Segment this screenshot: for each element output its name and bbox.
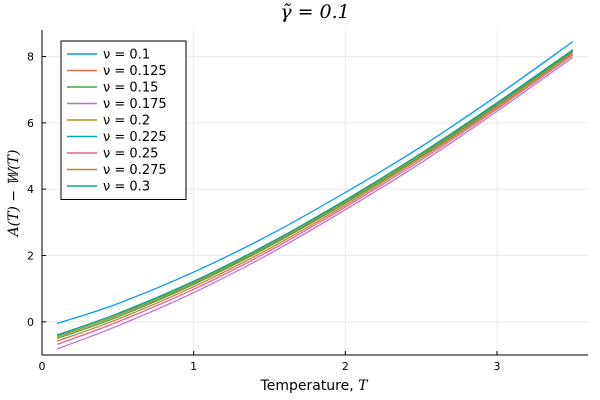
x-tick-labels: 0 1 2 3: [39, 351, 501, 373]
legend-label: ν = 0.3: [103, 180, 150, 195]
legend-label: ν = 0.15: [103, 81, 158, 96]
legend-label: ν = 0.25: [103, 147, 158, 162]
series-line-3: [56, 56, 574, 350]
y-tick-label: 0: [27, 316, 34, 329]
series-line-0: [56, 41, 574, 325]
legend-label: ν = 0.2: [103, 114, 150, 129]
series-line-2: [56, 51, 574, 340]
y-tick-label: 8: [27, 51, 34, 64]
x-axis-label: Temperature, T: [260, 378, 370, 394]
y-axis-label: A(T) − 𝕎(T): [6, 150, 22, 239]
legend-label: ν = 0.125: [103, 64, 167, 79]
legend-label: ν = 0.225: [103, 130, 167, 145]
series-lines: [56, 41, 574, 350]
chart-title: γ̃ = 0.1: [280, 1, 350, 23]
y-tick-label: 2: [27, 250, 34, 263]
x-tick-label: 2: [342, 360, 349, 373]
y-tick-labels: 0 2 4 6 8: [27, 51, 46, 329]
series-line-7: [56, 52, 574, 342]
legend-label: ν = 0.1: [103, 48, 150, 63]
legend: ν = 0.1ν = 0.125 ν = 0.15ν = 0.175 ν = 0.2…: [60, 40, 187, 200]
x-tick-label: 3: [494, 360, 501, 373]
x-tick-label: 1: [190, 360, 197, 373]
x-tick-label: 0: [39, 360, 46, 373]
series-line-4: [56, 50, 574, 338]
y-tick-label: 4: [27, 183, 34, 196]
legend-label: ν = 0.175: [103, 97, 167, 112]
y-tick-label: 6: [27, 117, 34, 130]
series-line-8: [56, 49, 574, 336]
series-line-6: [56, 54, 574, 345]
legend-label: ν = 0.275: [103, 163, 167, 178]
